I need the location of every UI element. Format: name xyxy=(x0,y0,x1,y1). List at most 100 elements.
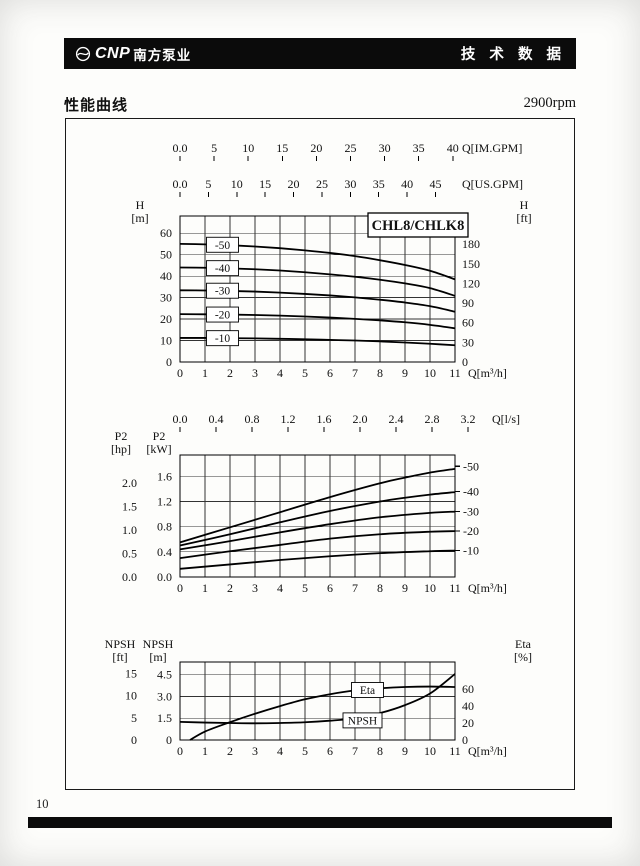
svg-text:9: 9 xyxy=(402,366,408,380)
svg-text:Q[m³/h]: Q[m³/h] xyxy=(468,366,507,380)
svg-text:H: H xyxy=(136,198,145,212)
speed-label: 2900rpm xyxy=(523,95,576,111)
svg-text:8: 8 xyxy=(377,744,383,758)
svg-text:5: 5 xyxy=(302,744,308,758)
svg-text:5: 5 xyxy=(131,711,137,725)
svg-text:7: 7 xyxy=(352,366,358,380)
svg-text:0: 0 xyxy=(177,581,183,595)
svg-text:40: 40 xyxy=(401,177,413,191)
svg-text:[kW]: [kW] xyxy=(146,442,171,456)
svg-text:-30: -30 xyxy=(215,286,231,298)
svg-text:5: 5 xyxy=(302,366,308,380)
svg-text:6: 6 xyxy=(327,581,333,595)
svg-text:-40: -40 xyxy=(215,263,231,275)
svg-text:4: 4 xyxy=(277,366,283,380)
bottom-bar xyxy=(28,817,612,828)
svg-text:0.4: 0.4 xyxy=(209,412,224,426)
svg-text:3: 3 xyxy=(252,744,258,758)
svg-text:60: 60 xyxy=(462,682,474,696)
chart-npsh-eta-vs-flow: 0 1 2 3 4 5 6 7 8 9 10 11 Q[m³/h]01.53.04.5051015NPS… xyxy=(105,637,532,758)
svg-text:[m]: [m] xyxy=(149,650,166,664)
svg-text:0: 0 xyxy=(166,733,172,747)
svg-text:4: 4 xyxy=(277,581,283,595)
svg-text:120: 120 xyxy=(462,276,480,290)
svg-text:-40: -40 xyxy=(463,484,479,498)
svg-text:35: 35 xyxy=(373,177,385,191)
svg-text:8: 8 xyxy=(377,581,383,595)
section-title: 性能曲线 xyxy=(64,97,129,114)
svg-text:45: 45 xyxy=(430,177,442,191)
svg-text:2: 2 xyxy=(227,744,233,758)
svg-text:3: 3 xyxy=(252,366,258,380)
svg-text:35: 35 xyxy=(413,141,425,155)
svg-text:1.2: 1.2 xyxy=(281,412,296,426)
svg-text:1: 1 xyxy=(202,366,208,380)
svg-text:[ft]: [ft] xyxy=(112,650,127,664)
svg-text:Eta: Eta xyxy=(515,637,532,651)
svg-text:60: 60 xyxy=(160,226,172,240)
svg-text:5: 5 xyxy=(205,177,211,191)
svg-text:90: 90 xyxy=(462,296,474,310)
svg-text:0.5: 0.5 xyxy=(122,547,137,561)
svg-text:0.0: 0.0 xyxy=(173,177,188,191)
svg-text:9: 9 xyxy=(402,744,408,758)
svg-text:11: 11 xyxy=(449,744,461,758)
svg-text:NPSH: NPSH xyxy=(105,637,136,651)
svg-text:0.0: 0.0 xyxy=(122,570,137,584)
svg-text:2.4: 2.4 xyxy=(389,412,404,426)
svg-text:7: 7 xyxy=(352,581,358,595)
brand-logo: CNP 南方泵业 xyxy=(75,44,191,64)
svg-text:P2: P2 xyxy=(115,429,128,443)
svg-text:0: 0 xyxy=(462,733,468,747)
svg-text:30: 30 xyxy=(379,141,391,155)
cnp-logo-icon xyxy=(75,46,91,61)
svg-text:20: 20 xyxy=(462,716,474,730)
svg-text:H: H xyxy=(520,198,529,212)
svg-text:Q[US.GPM]: Q[US.GPM] xyxy=(462,177,523,191)
svg-text:0.0: 0.0 xyxy=(173,141,188,155)
svg-text:Q[IM.GPM]: Q[IM.GPM] xyxy=(462,141,522,155)
svg-text:0.8: 0.8 xyxy=(245,412,260,426)
svg-text:20: 20 xyxy=(310,141,322,155)
svg-text:20: 20 xyxy=(288,177,300,191)
svg-text:2.8: 2.8 xyxy=(425,412,440,426)
svg-text:10: 10 xyxy=(242,141,254,155)
svg-text:-10: -10 xyxy=(215,333,231,345)
svg-text:4.5: 4.5 xyxy=(157,668,172,682)
svg-text:-50: -50 xyxy=(215,240,231,252)
brand-name: CNP xyxy=(95,44,131,62)
svg-text:2.0: 2.0 xyxy=(353,412,368,426)
svg-text:0: 0 xyxy=(131,733,137,747)
svg-text:CHL8/CHLK8: CHL8/CHLK8 xyxy=(372,218,465,234)
svg-text:[%]: [%] xyxy=(514,650,532,664)
svg-text:3.0: 3.0 xyxy=(157,689,172,703)
svg-text:6: 6 xyxy=(327,744,333,758)
header-bar: CNP 南方泵业 技 术 数 据 xyxy=(64,38,576,69)
svg-text:1.0: 1.0 xyxy=(122,523,137,537)
svg-text:20: 20 xyxy=(160,312,172,326)
svg-text:11: 11 xyxy=(449,581,461,595)
svg-text:30: 30 xyxy=(344,177,356,191)
chart-frame xyxy=(65,118,575,790)
svg-text:5: 5 xyxy=(211,141,217,155)
chart-power-vs-flow: 0 1 2 3 4 5 6 7 8 9 10 11 Q[m³/h] 0.0 0.4 0.8 1.2 1.6 2.0 2… xyxy=(111,412,520,595)
svg-text:10: 10 xyxy=(231,177,243,191)
svg-text:50: 50 xyxy=(160,248,172,262)
svg-text:10: 10 xyxy=(160,334,172,348)
svg-text:3: 3 xyxy=(252,581,258,595)
svg-text:Q[l/s]: Q[l/s] xyxy=(492,412,520,426)
svg-text:0: 0 xyxy=(166,355,172,369)
svg-text:2.0: 2.0 xyxy=(122,476,137,490)
svg-text:40: 40 xyxy=(462,699,474,713)
svg-text:11: 11 xyxy=(449,366,461,380)
svg-text:Eta: Eta xyxy=(360,685,375,697)
page-number: 10 xyxy=(36,797,49,811)
svg-text:2: 2 xyxy=(227,366,233,380)
svg-text:-30: -30 xyxy=(463,505,479,519)
svg-text:30: 30 xyxy=(160,291,172,305)
svg-text:8: 8 xyxy=(377,366,383,380)
svg-text:10: 10 xyxy=(424,744,436,758)
svg-text:15: 15 xyxy=(259,177,271,191)
svg-text:1.5: 1.5 xyxy=(157,711,172,725)
